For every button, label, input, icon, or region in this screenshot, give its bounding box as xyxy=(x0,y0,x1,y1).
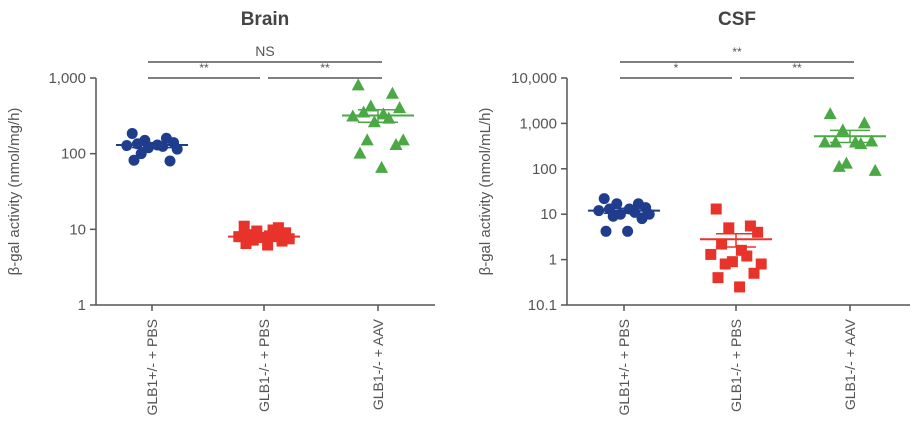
significance-label: ** xyxy=(792,61,802,75)
data-point-circle xyxy=(157,140,169,152)
y-tick-label: 1 xyxy=(78,297,86,314)
data-point-square xyxy=(719,258,731,270)
data-point-circle xyxy=(128,154,140,166)
data-point-circle xyxy=(598,193,610,205)
data-point-circle xyxy=(132,138,144,150)
data-point-triangle xyxy=(375,160,389,173)
data-point-triangle xyxy=(818,135,832,148)
data-point-square xyxy=(262,239,274,251)
data-point-circle xyxy=(171,143,183,155)
data-point-triangle xyxy=(865,134,879,147)
data-point-square xyxy=(238,220,250,232)
x-tick-label: GLB1+/- + PBS xyxy=(616,319,632,416)
chart-csf: CSF β-gal activity (nmol/mL/h) 10.1 1 10 100 1… xyxy=(477,9,910,416)
significance-label: ** xyxy=(732,45,742,59)
y-tick-label: 1 xyxy=(549,252,557,269)
data-point-square xyxy=(267,224,279,236)
data-point-triangle xyxy=(389,138,403,151)
data-point-triangle xyxy=(360,133,374,146)
data-point-triangle xyxy=(351,78,365,91)
data-point-square xyxy=(705,248,717,260)
data-point-square xyxy=(247,234,259,246)
data-point-circle xyxy=(622,225,634,237)
data-point-triangle xyxy=(836,123,850,136)
y-tick-label: 10,000 xyxy=(511,70,557,87)
data-point-square xyxy=(716,238,728,250)
y-tick-label: 10.1 xyxy=(528,297,557,314)
data-point-square xyxy=(726,256,738,268)
data-point-square xyxy=(280,227,292,239)
significance-label: * xyxy=(674,61,679,75)
y-tick-label: 10 xyxy=(540,206,557,223)
data-point-triangle xyxy=(367,115,381,128)
significance-label: NS xyxy=(255,43,274,59)
y-tick-label: 100 xyxy=(61,146,86,163)
data-point-triangle xyxy=(857,116,871,129)
x-tick-label: GLB1-/- + PBS xyxy=(728,319,744,412)
y-tick-label: 100 xyxy=(532,161,557,178)
data-point-circle xyxy=(607,210,619,222)
data-point-square xyxy=(240,237,252,249)
data-point-circle xyxy=(629,206,641,218)
data-point-square xyxy=(710,203,722,215)
data-point-square xyxy=(251,225,263,237)
data-point-square xyxy=(276,235,288,247)
data-point-square xyxy=(744,220,756,232)
data-point-square xyxy=(748,267,760,279)
data-point-square xyxy=(712,272,724,284)
x-tick-label: GLB1-/- + PBS xyxy=(256,319,272,412)
data-point-triangle xyxy=(832,159,846,172)
data-point-triangle xyxy=(829,135,843,148)
y-tick-label: 10 xyxy=(69,221,86,238)
y-tick-label: 1,000 xyxy=(519,115,557,132)
data-point-square xyxy=(723,222,735,234)
data-point-triangle xyxy=(382,111,396,124)
data-point-triangle xyxy=(396,133,410,146)
data-point-square xyxy=(752,226,764,238)
data-point-square xyxy=(755,258,767,270)
data-point-square xyxy=(283,233,295,245)
data-point-triangle xyxy=(823,107,837,120)
chart-title: CSF xyxy=(718,9,756,30)
significance-label: ** xyxy=(320,61,330,75)
x-tick-label: GLB1-/- + AAV xyxy=(370,318,386,410)
data-point-circle xyxy=(600,225,612,237)
y-axis-label: β-gal activity (nmol/mg/h) xyxy=(6,108,23,276)
data-point-square xyxy=(735,244,747,256)
data-point-triangle xyxy=(393,101,407,114)
data-point-triangle xyxy=(364,99,378,112)
data-point-triangle xyxy=(385,86,399,99)
data-point-triangle xyxy=(839,156,853,169)
x-tick-label: GLB1+/- + PBS xyxy=(144,319,160,416)
y-tick-label: 1,000 xyxy=(48,70,86,87)
x-tick-label: GLB1-/- + AAV xyxy=(842,318,858,410)
data-point-circle xyxy=(636,213,648,225)
data-point-circle xyxy=(126,127,138,139)
data-point-square xyxy=(734,281,746,293)
chart-brain: Brain β-gal activity (nmol/mg/h) 1 10 100 1,0… xyxy=(6,9,435,416)
data-point-circle xyxy=(135,148,147,160)
chart-title: Brain xyxy=(241,9,290,30)
significance-label: ** xyxy=(199,61,209,75)
data-point-circle xyxy=(164,155,176,167)
data-point-square xyxy=(741,250,753,262)
data-point-triangle xyxy=(353,146,367,159)
data-point-triangle xyxy=(868,163,882,176)
y-axis-label: β-gal activity (nmol/mL/h) xyxy=(477,108,494,276)
